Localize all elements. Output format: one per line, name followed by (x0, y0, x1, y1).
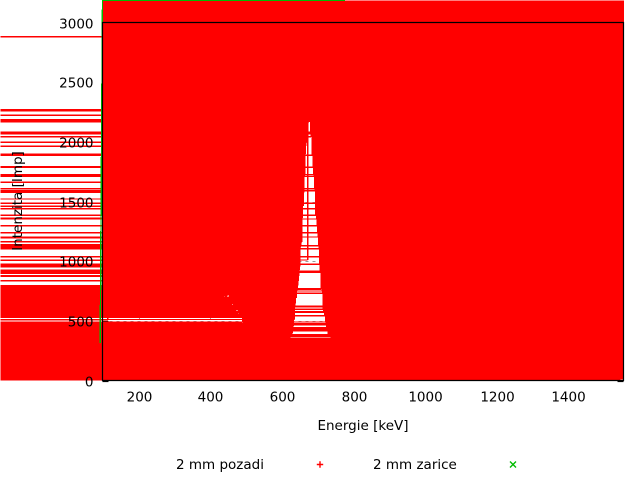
x-tick-label: 400 (198, 390, 224, 406)
y-tick-label: 2000 (59, 136, 93, 152)
x-tick-label: 200 (127, 390, 153, 406)
y-tick-label: 500 (68, 315, 94, 331)
y-tick-label: 1500 (59, 196, 93, 212)
legend-marker-cross-icon (509, 461, 517, 468)
plot-frame (101, 21, 625, 382)
y-tick-label: 1000 (59, 255, 93, 271)
x-tick-label: 1400 (551, 390, 585, 406)
x-tick-label: 800 (342, 390, 368, 406)
y-tick-label: 3000 (59, 17, 93, 33)
x-tick-label: 1200 (480, 390, 514, 406)
legend-item-label-zarice: 2 mm zarice (373, 457, 457, 473)
x-tick-label: 1000 (408, 390, 442, 406)
y-tick-label: 2500 (59, 76, 93, 92)
x-axis-tick-labels: 200 400 600 800 1000 1200 1400 (127, 390, 586, 406)
y-axis-tick-labels: 0 500 1000 1500 2000 2500 3000 (59, 17, 93, 391)
series-2-mm-zarice-points (99, 0, 346, 343)
y-axis-label: Intenzita [Imp] (10, 151, 26, 251)
legend-marker-plus-icon (316, 461, 324, 468)
y-tick-label: 0 (85, 375, 94, 391)
x-tick-label: 600 (270, 390, 296, 406)
chart-legend: 2 mm pozadi 2 mm zarice (176, 457, 517, 473)
x-axis-label: Energie [keV] (317, 418, 408, 434)
legend-item-label-pozadi: 2 mm pozadi (176, 457, 264, 473)
